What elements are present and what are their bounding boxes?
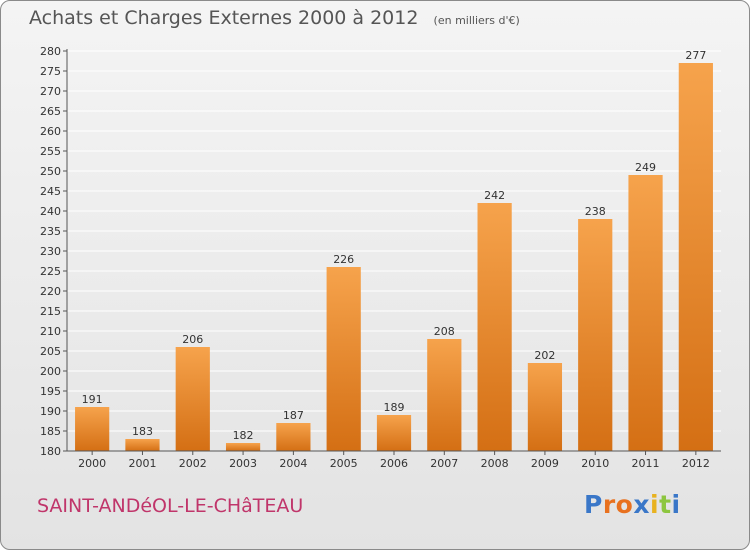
bar-2003	[225, 443, 261, 451]
data-label-2004: 187	[283, 409, 304, 422]
y-tick-label: 250	[40, 165, 61, 178]
data-label-2010: 238	[585, 205, 606, 218]
x-tick-label-2012: 2012	[682, 457, 710, 470]
y-tick-label: 225	[40, 265, 61, 278]
x-tick-label-2007: 2007	[430, 457, 458, 470]
bar-2005	[326, 267, 361, 451]
y-tick-label: 230	[40, 245, 61, 258]
logo-letter: t	[659, 490, 672, 519]
x-tick-label-2004: 2004	[279, 457, 307, 470]
y-tick-label: 200	[40, 365, 61, 378]
y-tick-label: 205	[40, 345, 61, 358]
y-tick-label: 260	[40, 125, 61, 138]
x-tick-label-2009: 2009	[531, 457, 559, 470]
grid-lines	[67, 50, 721, 432]
logo-letter: P	[584, 490, 603, 519]
bar-2006	[376, 415, 412, 451]
logo-letter: o	[615, 490, 634, 519]
axes: 180 185 190 195 200 205 210 215 220 225 230 235 240 2…	[40, 45, 721, 470]
chart-title: Achats et Charges Externes 2000 à 2012	[29, 7, 419, 29]
y-tick-label: 275	[40, 65, 61, 78]
logo-letter: r	[602, 490, 616, 519]
y-tick-label: 210	[40, 325, 61, 338]
x-tick-label-2001: 2001	[128, 457, 156, 470]
bar-2011	[628, 175, 663, 451]
y-tick-label: 220	[40, 285, 61, 298]
data-label-2002: 206	[182, 333, 203, 346]
bar-2008	[477, 203, 512, 451]
data-labels: 191 183 206 182 187 226 189 208 242 202 238 249 277	[82, 49, 707, 442]
bar-2004	[276, 423, 311, 451]
data-label-2001: 183	[132, 425, 153, 438]
y-tick-label: 265	[40, 105, 61, 118]
data-label-2000: 191	[82, 393, 103, 406]
y-tick-label: 190	[40, 405, 61, 418]
y-tick-label: 215	[40, 305, 61, 318]
y-tick-label: 255	[40, 145, 61, 158]
x-tick-label-2005: 2005	[330, 457, 358, 470]
logo-letter: x	[633, 490, 650, 519]
commune-name: SAINT-ANDéOL-LE-CHâTEAU	[37, 495, 304, 517]
x-tick-label-2003: 2003	[229, 457, 257, 470]
bar-2001	[125, 439, 160, 451]
data-label-2008: 242	[484, 189, 505, 202]
data-label-2006: 189	[384, 401, 405, 414]
x-tick-label-2000: 2000	[78, 457, 106, 470]
proxiti-logo: Proxiti	[584, 490, 681, 519]
y-tick-label: 245	[40, 185, 61, 198]
y-tick-label: 180	[40, 445, 61, 458]
data-label-2011: 249	[635, 161, 656, 174]
bar-2007	[427, 339, 462, 451]
data-label-2007: 208	[434, 325, 455, 338]
chart-unit: (en milliers d'€)	[433, 14, 520, 27]
data-label-2012: 277	[685, 49, 706, 62]
chart-title-block: Achats et Charges Externes 2000 à 2012 (…	[29, 7, 520, 29]
data-label-2003: 182	[233, 429, 254, 442]
bars	[75, 63, 713, 451]
y-tick-label: 185	[40, 425, 61, 438]
bar-2010	[578, 219, 613, 451]
bar-2000	[75, 407, 110, 451]
x-tick-label-2006: 2006	[380, 457, 408, 470]
y-tick-label: 280	[40, 45, 61, 58]
bar-2002	[175, 347, 210, 451]
x-tick-label-2011: 2011	[632, 457, 660, 470]
x-tick-label-2002: 2002	[179, 457, 207, 470]
bar-2009	[527, 363, 563, 451]
y-tick-label: 270	[40, 85, 61, 98]
logo-letter: i	[671, 490, 681, 519]
data-label-2009: 202	[534, 349, 555, 362]
y-tick-label: 240	[40, 205, 61, 218]
data-label-2005: 226	[333, 253, 354, 266]
x-tick-label-2008: 2008	[481, 457, 509, 470]
bar-2012	[678, 63, 713, 451]
logo-letter: i	[650, 490, 660, 519]
y-tick-label: 195	[40, 385, 61, 398]
y-tick-label: 235	[40, 225, 61, 238]
x-tick-label-2010: 2010	[581, 457, 609, 470]
